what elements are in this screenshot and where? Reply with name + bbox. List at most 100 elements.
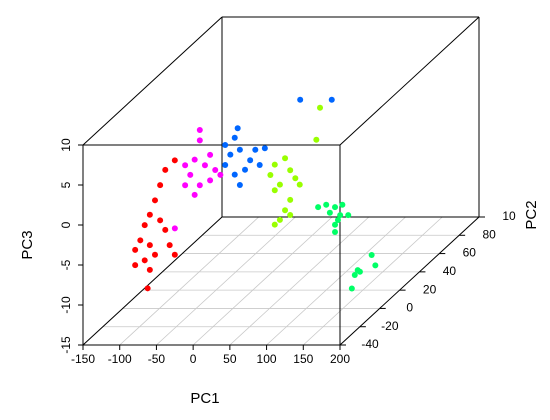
point [297, 96, 304, 103]
point [287, 167, 294, 174]
x-tick-label: 100 [257, 352, 277, 366]
point [187, 171, 194, 178]
y-tick-label: 80 [482, 227, 496, 241]
point [356, 268, 363, 275]
point [146, 211, 153, 218]
z-tick-label: -15 [59, 336, 73, 354]
z-axis-title: PC3 [19, 230, 36, 259]
point [261, 145, 268, 152]
point [351, 271, 358, 278]
y-tick-label: -40 [361, 337, 379, 351]
point [162, 226, 169, 233]
box-edge [82, 216, 223, 346]
box-edge [82, 16, 223, 146]
x-tick-label: 150 [293, 352, 313, 366]
point [201, 162, 208, 169]
point [207, 177, 214, 184]
y-tick-label: 10 [502, 209, 516, 223]
point [171, 251, 178, 258]
grid-line [156, 216, 296, 346]
point [271, 187, 278, 194]
point [144, 285, 151, 292]
point [236, 182, 243, 188]
point [234, 125, 241, 132]
point [171, 157, 178, 164]
y-axis-title: PC2 [523, 200, 540, 229]
grid-line [229, 216, 370, 346]
grid-line [303, 216, 443, 346]
point [326, 209, 333, 216]
point [137, 237, 144, 244]
point [287, 212, 294, 219]
point [141, 257, 148, 264]
point [132, 262, 139, 269]
point [231, 134, 238, 141]
point [282, 155, 289, 162]
point [328, 96, 335, 103]
point [196, 137, 203, 144]
point [292, 175, 299, 182]
z-tick-label: 5 [59, 181, 73, 188]
point [191, 156, 198, 163]
x-tick-label: 0 [190, 352, 197, 366]
point [157, 182, 164, 189]
x-tick-label: 200 [330, 352, 350, 366]
y-tick-label: 0 [406, 301, 413, 315]
point [132, 246, 139, 253]
point [146, 266, 153, 273]
point [332, 221, 339, 228]
y-tick-label: 20 [423, 282, 437, 296]
point [242, 166, 249, 173]
point [276, 181, 283, 188]
point [247, 157, 254, 164]
point [287, 196, 294, 203]
z-tick-label: 10 [59, 138, 73, 152]
point [222, 162, 229, 168]
point [182, 182, 189, 189]
z-tick-label: 0 [59, 221, 73, 228]
grid-line [266, 216, 406, 346]
z-tick-label: -10 [59, 296, 73, 314]
point [196, 127, 203, 134]
grid-line [192, 216, 333, 346]
point [332, 204, 339, 211]
box-edge [339, 216, 480, 346]
point [368, 251, 375, 258]
point [217, 171, 224, 178]
point [157, 217, 164, 224]
point [162, 166, 169, 173]
point [267, 172, 274, 179]
y-tick-label: 60 [463, 246, 477, 260]
x-tick-label: -150 [71, 352, 95, 366]
point [345, 212, 352, 219]
point [146, 242, 153, 249]
point [151, 251, 158, 258]
point [323, 201, 330, 208]
point [196, 182, 203, 189]
point [212, 167, 219, 174]
point [296, 181, 303, 188]
point [337, 212, 344, 219]
point [141, 222, 148, 229]
point [332, 228, 339, 235]
point [222, 142, 229, 148]
z-tick-label: -5 [59, 259, 73, 270]
point [151, 197, 158, 204]
grid-line [119, 216, 259, 346]
point [166, 242, 173, 249]
point [231, 171, 238, 178]
y-tick-label: 40 [443, 264, 457, 278]
point [271, 161, 278, 168]
x-axis-title: PC1 [190, 390, 219, 407]
point [256, 162, 263, 168]
point [191, 191, 198, 198]
y-tick-label: -20 [381, 319, 399, 333]
point [348, 285, 355, 292]
point [227, 151, 234, 158]
point [276, 216, 283, 223]
point [171, 225, 178, 232]
point [271, 221, 278, 228]
x-tick-label: 50 [223, 352, 237, 366]
point [339, 201, 346, 208]
